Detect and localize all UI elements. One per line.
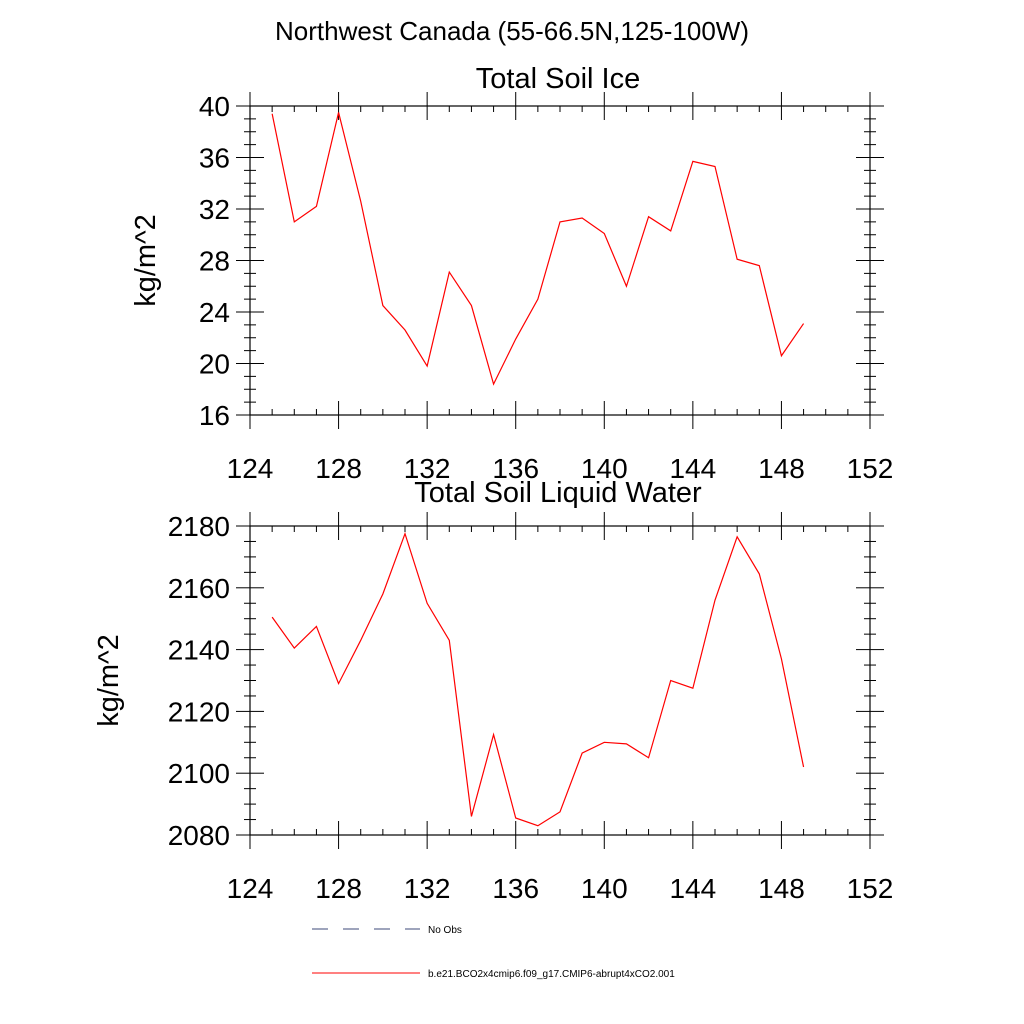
- y-tick-label: 2140: [168, 635, 230, 666]
- legend: No Obs b.e21.BCO2x4cmip6.f09_g17.CMIP6-ab…: [312, 925, 675, 980]
- y-tick-label: 2080: [168, 820, 230, 851]
- x-tick-label: 140: [581, 453, 628, 484]
- y-axis-label: kg/m^2: [130, 214, 162, 307]
- y-tick-label: 24: [199, 297, 230, 328]
- plot-frame: [249, 105, 871, 416]
- x-tick-label: 152: [847, 453, 894, 484]
- series-line: [271, 531, 805, 827]
- y-tick-label: 40: [199, 91, 230, 122]
- legend-label: No Obs: [428, 925, 462, 936]
- x-tick-label: 140: [581, 873, 628, 904]
- y-axis-label: kg/m^2: [93, 634, 125, 727]
- x-tick-label: 144: [669, 453, 716, 484]
- page-title: Northwest Canada (55-66.5N,125-100W): [274, 16, 750, 46]
- x-tick-label: 132: [404, 453, 451, 484]
- y-tick-label: 28: [199, 246, 230, 277]
- x-tick-label: 128: [315, 453, 362, 484]
- y-tick-label: 2160: [168, 573, 230, 604]
- x-tick-label: 136: [492, 453, 539, 484]
- y-tick-label: 36: [199, 143, 230, 174]
- plot-frame: [249, 525, 871, 836]
- x-tick-label: 136: [492, 873, 539, 904]
- series-line: [271, 112, 805, 386]
- x-tick-label: 152: [847, 873, 894, 904]
- x-tick-label: 124: [227, 453, 274, 484]
- x-tick-label: 132: [404, 873, 451, 904]
- x-tick-label: 148: [758, 453, 805, 484]
- y-tick-label: 16: [199, 400, 230, 431]
- y-tick-label: 32: [199, 194, 230, 225]
- x-tick-label: 148: [758, 873, 805, 904]
- y-tick-label: 2120: [168, 696, 230, 727]
- legend-label: b.e21.BCO2x4cmip6.f09_g17.CMIP6-abrupt4x…: [428, 969, 675, 980]
- chart-panel-soil-ice: Total Soil Ice kg/m^2 124 128 132 136 140 144 14…: [130, 63, 893, 484]
- y-tick-label: 20: [199, 349, 230, 380]
- y-tick-label: 2100: [168, 758, 230, 789]
- y-tick-label: 2180: [168, 511, 230, 542]
- x-tick-label: 128: [315, 873, 362, 904]
- chart-title: Total Soil Ice: [476, 63, 640, 95]
- x-tick-label: 144: [669, 873, 716, 904]
- chart-panel-soil-liquid-water: Total Soil Liquid Water kg/m^2 124 128 132 13…: [93, 477, 893, 904]
- chart-title: Total Soil Liquid Water: [414, 477, 702, 509]
- x-tick-label: 124: [227, 873, 274, 904]
